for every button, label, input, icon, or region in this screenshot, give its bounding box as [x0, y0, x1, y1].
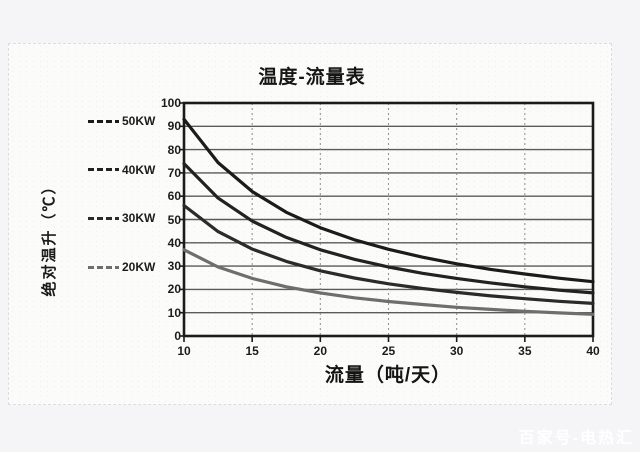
- chart-legend: 50KW 40KW 30KW 20KW: [88, 108, 166, 278]
- legend-label: 30KW: [122, 211, 156, 226]
- watermark-text: 百家号-电热汇: [518, 430, 634, 447]
- y-tick-label: 20: [167, 282, 181, 297]
- series-curve-30kw: [182, 203, 595, 305]
- x-tick-label: 30: [449, 344, 464, 358]
- plot-area: [179, 101, 595, 342]
- legend-line-swatch: [88, 216, 119, 220]
- legend-label: 20KW: [122, 260, 156, 275]
- series-curve-20kw: [182, 248, 595, 316]
- legend-line-swatch: [88, 265, 119, 269]
- y-tick-label: 0: [174, 329, 181, 343]
- legend-label: 50KW: [122, 114, 156, 128]
- legend-item-50kw: 50KW: [88, 114, 155, 128]
- legend-line-swatch: [88, 119, 119, 123]
- x-tick-label: 10: [177, 344, 191, 358]
- y-tick-label: 10: [167, 305, 181, 320]
- y-tick-label: 30: [167, 259, 181, 274]
- x-tick-label: 40: [586, 344, 600, 358]
- legend-label: 40KW: [122, 162, 156, 177]
- y-axis-tick-labels: 100 90 80 70 60 50 40 30 20 10 0: [140, 0, 181, 452]
- y-tick-label: 80: [167, 142, 181, 157]
- legend-item-30kw: 30KW: [88, 211, 155, 225]
- legend-line-swatch: [88, 168, 119, 172]
- x-tick-label: 25: [381, 344, 396, 358]
- legend-item-40kw: 40KW: [88, 163, 155, 177]
- y-tick-label: 90: [167, 119, 181, 134]
- y-tick-label: 70: [167, 165, 181, 180]
- y-tick-label: 100: [160, 96, 181, 110]
- series-curve-50kw: [182, 117, 595, 284]
- series-curve-40kw: [182, 162, 595, 295]
- y-tick-label: 50: [167, 212, 181, 227]
- y-tick-label: 40: [167, 235, 181, 250]
- x-axis-tick-labels: 10 15 20 25 30 35 40: [0, 344, 640, 360]
- plot-frame: [182, 101, 595, 338]
- x-tick-label: 35: [518, 344, 532, 358]
- x-axis-title: 流量（吨/天）: [324, 365, 452, 386]
- y-axis-title: 绝对温升（℃）: [41, 177, 58, 297]
- legend-item-20kw: 20KW: [88, 260, 155, 274]
- x-tick-label: 20: [313, 344, 327, 358]
- x-tick-label: 15: [245, 344, 259, 358]
- chart-title: 温度-流量表: [258, 67, 366, 88]
- y-tick-label: 60: [167, 189, 181, 204]
